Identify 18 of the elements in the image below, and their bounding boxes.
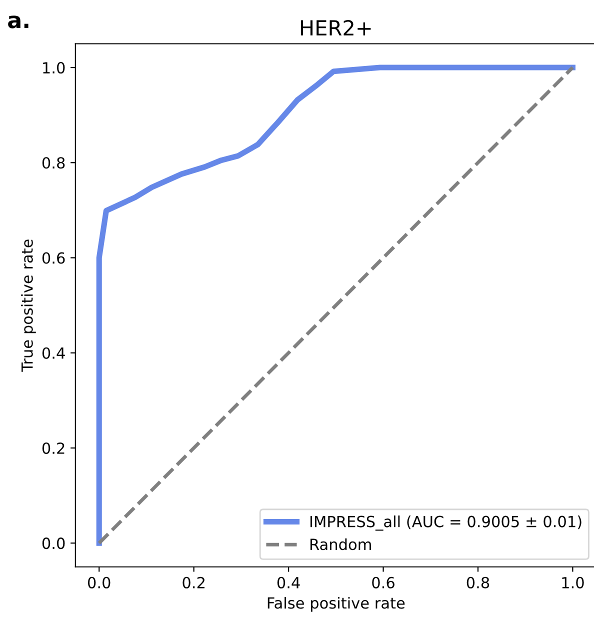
text: a. bbox=[8, 16, 28, 28]
y-tick-label: 1.0 bbox=[43, 62, 65, 74]
y-tick-label: 0.4 bbox=[42, 347, 65, 359]
x-axis-title: False positive rate bbox=[268, 596, 405, 612]
legend-label: IMPRESS_all (AUC = 0.9005 ± 0.01) bbox=[310, 515, 582, 531]
x-tick-label: 0.2 bbox=[182, 576, 204, 588]
y-tick-label: 0.6 bbox=[42, 252, 65, 264]
legend-label: Random bbox=[310, 538, 371, 550]
x-tick-label: 0.6 bbox=[372, 576, 394, 588]
x-tick-label: 0.4 bbox=[277, 576, 300, 588]
y-tick-label: 0.0 bbox=[42, 538, 65, 550]
chart-title: HER2+ bbox=[300, 20, 371, 36]
y-axis-title: True positive rate bbox=[21, 240, 36, 372]
x-tick-label: 0.0 bbox=[88, 576, 110, 588]
x-tick-label: 0.8 bbox=[466, 576, 490, 588]
y-tick-label: 0.2 bbox=[42, 442, 64, 454]
x-tick-label: 1.0 bbox=[562, 576, 584, 588]
y-tick-label: 0.8 bbox=[42, 157, 65, 169]
